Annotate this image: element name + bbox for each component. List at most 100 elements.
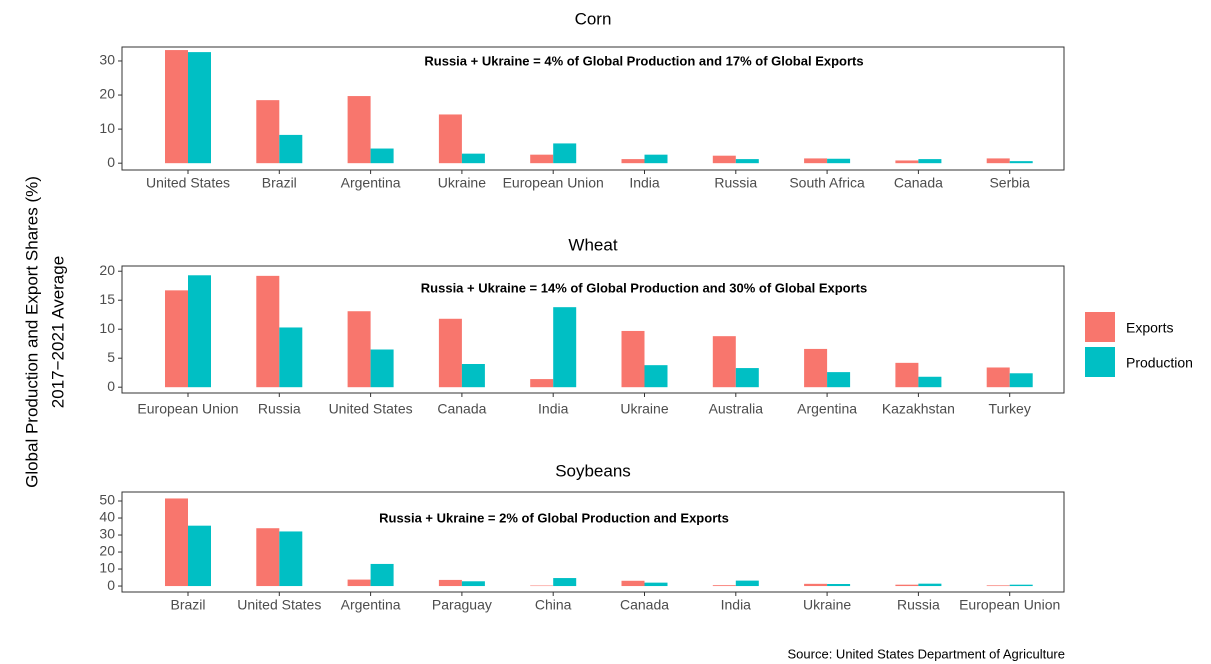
bar xyxy=(644,365,668,388)
y-tick-label: 20 xyxy=(99,543,115,559)
bar xyxy=(804,158,828,164)
x-tick-label: United States xyxy=(146,175,230,191)
chart-title: Soybeans xyxy=(555,461,631,480)
bar xyxy=(895,584,919,587)
x-tick-label: Argentina xyxy=(797,401,857,417)
bar xyxy=(644,154,668,164)
y-tick-label: 30 xyxy=(99,526,115,542)
annotation: Russia + Ukraine = 4% of Global Producti… xyxy=(424,53,863,68)
x-tick-label: Canada xyxy=(620,597,669,613)
bar xyxy=(918,159,942,164)
bar xyxy=(279,327,303,388)
y-tick-label: 40 xyxy=(99,509,115,525)
bar xyxy=(918,376,942,388)
x-tick-label: Argentina xyxy=(341,175,401,191)
bar xyxy=(165,290,188,388)
bar xyxy=(621,159,645,164)
x-tick-label: United States xyxy=(329,401,413,417)
bar xyxy=(735,580,759,587)
bar xyxy=(553,578,577,587)
y-tick-label: 30 xyxy=(99,52,115,68)
bar xyxy=(347,311,371,388)
bar xyxy=(188,525,211,587)
x-tick-label: Russia xyxy=(897,597,940,613)
bar xyxy=(986,158,1010,164)
bar xyxy=(279,531,303,587)
source: Source: United States Department of Agri… xyxy=(788,646,1065,661)
x-tick-label: Brazil xyxy=(170,597,205,613)
x-tick-label: India xyxy=(721,597,752,613)
y-tick-label: 10 xyxy=(99,120,115,136)
y-tick-label: 15 xyxy=(99,291,115,307)
bar xyxy=(621,580,645,587)
x-tick-label: Kazakhstan xyxy=(882,401,955,417)
bar xyxy=(712,336,736,388)
x-tick-label: India xyxy=(629,175,660,191)
annotation: Russia + Ukraine = 2% of Global Producti… xyxy=(379,510,729,525)
bar xyxy=(1009,373,1033,388)
bar xyxy=(188,52,211,164)
y-tick-label: 0 xyxy=(107,378,115,394)
panel-border xyxy=(121,265,1065,394)
x-tick-label: China xyxy=(535,597,572,613)
y-tick-label: 5 xyxy=(107,349,115,365)
bar xyxy=(438,318,462,388)
x-tick-label: India xyxy=(538,401,569,417)
y-axis-label: Global Production and Export Shares (%) xyxy=(22,176,41,488)
bar xyxy=(165,498,188,587)
bar xyxy=(438,114,462,164)
legend-label: Production xyxy=(1126,355,1193,371)
bar xyxy=(461,153,485,164)
legend-label: Exports xyxy=(1126,320,1173,336)
bar xyxy=(621,330,645,388)
y-axis-label: 2017−2021 Average xyxy=(48,256,67,408)
bar xyxy=(895,362,919,388)
bar xyxy=(804,583,828,587)
bar xyxy=(986,585,1010,587)
bar xyxy=(530,585,554,587)
chart-title: Wheat xyxy=(568,235,617,254)
bar xyxy=(370,148,394,164)
bar xyxy=(986,367,1010,388)
x-tick-label: Russia xyxy=(714,175,757,191)
x-tick-label: European Union xyxy=(959,597,1060,613)
bar xyxy=(461,364,485,388)
bar xyxy=(735,159,759,164)
annotation: Russia + Ukraine = 14% of Global Product… xyxy=(421,280,867,295)
x-tick-label: Ukraine xyxy=(438,175,486,191)
y-tick-label: 20 xyxy=(99,86,115,102)
y-tick-label: 20 xyxy=(99,262,115,278)
x-tick-label: European Union xyxy=(503,175,604,191)
bar xyxy=(530,379,554,388)
bar xyxy=(347,96,371,164)
x-tick-label: Ukraine xyxy=(620,401,668,417)
x-tick-label: Australia xyxy=(709,401,764,417)
y-tick-label: 10 xyxy=(99,560,115,576)
x-tick-label: United States xyxy=(237,597,321,613)
y-tick-label: 50 xyxy=(99,492,115,508)
bar xyxy=(188,275,211,388)
x-tick-label: Brazil xyxy=(262,175,297,191)
bar xyxy=(553,307,577,388)
bar xyxy=(530,154,554,164)
y-tick-label: 0 xyxy=(107,577,115,593)
x-tick-label: Canada xyxy=(894,175,943,191)
x-tick-label: Turkey xyxy=(989,401,1031,417)
legend-swatch xyxy=(1085,347,1115,377)
x-tick-label: Ukraine xyxy=(803,597,851,613)
bar xyxy=(438,579,462,587)
panel-border xyxy=(121,491,1065,593)
bar xyxy=(256,275,280,388)
bar xyxy=(895,160,919,164)
y-tick-label: 10 xyxy=(99,320,115,336)
bar xyxy=(256,528,280,587)
bar xyxy=(1009,161,1033,164)
bar xyxy=(827,584,851,587)
x-tick-label: Canada xyxy=(437,401,486,417)
y-tick-label: 0 xyxy=(107,154,115,170)
bar xyxy=(370,349,394,388)
x-tick-label: Russia xyxy=(258,401,301,417)
chart-title: Corn xyxy=(575,9,612,28)
legend-swatch xyxy=(1085,312,1115,342)
